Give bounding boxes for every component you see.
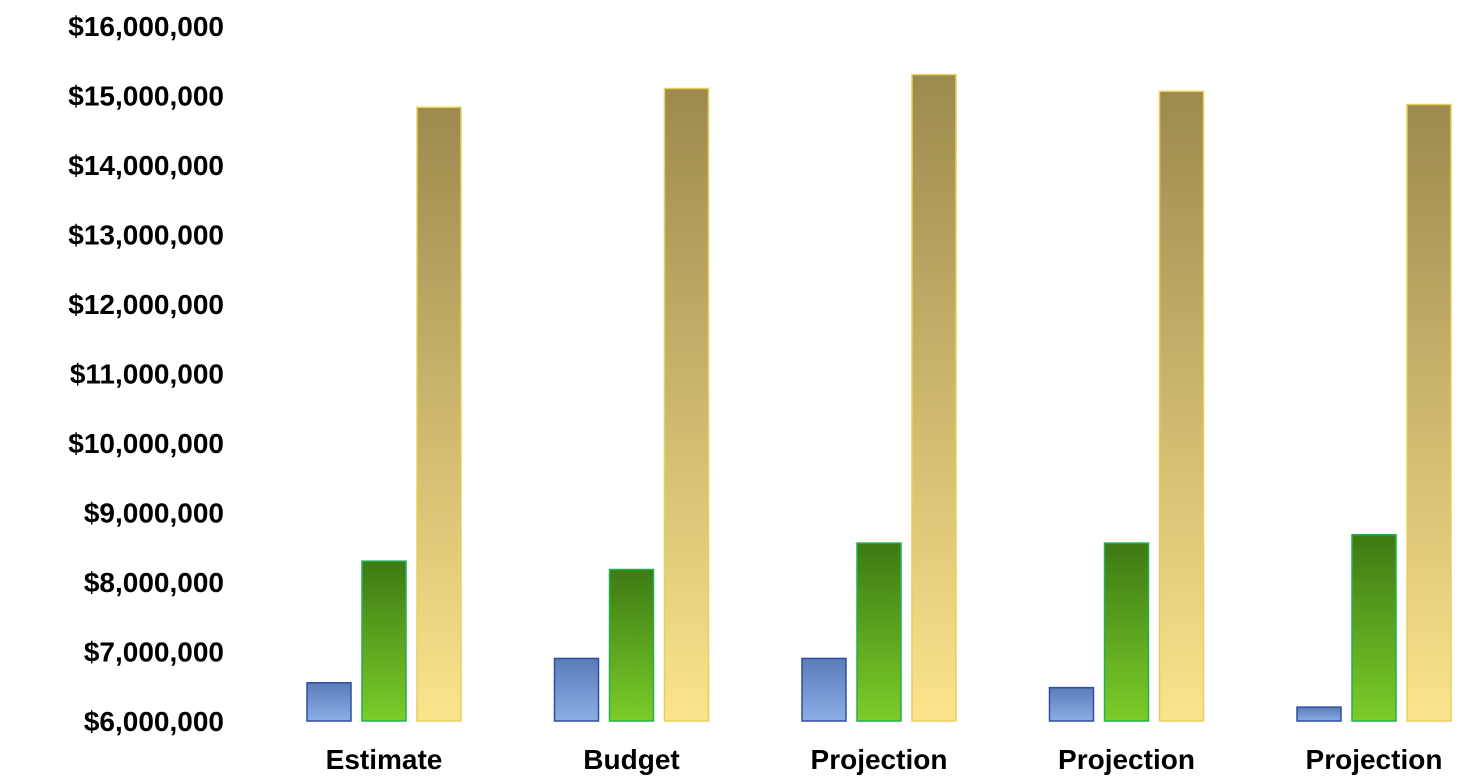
bar-series-3-4 — [1158, 90, 1205, 722]
bar-series-3-5 — [1406, 103, 1452, 722]
bar-series-2-4 — [1103, 542, 1150, 722]
y-tick-label: $8,000,000 — [84, 567, 224, 598]
y-tick-label: $13,000,000 — [68, 220, 224, 251]
y-tick-label: $7,000,000 — [84, 637, 224, 668]
bar-series-1-4 — [1048, 686, 1095, 722]
y-tick-label: $11,000,000 — [70, 359, 224, 390]
bar-series-1-2 — [553, 657, 600, 722]
bar-series-2-2 — [608, 568, 655, 722]
bar-series-3-1 — [416, 106, 462, 722]
y-axis: $16,000,000 $15,000,000 $14,000,000 $13,000… — [68, 11, 224, 737]
bar-series-3-3 — [911, 73, 957, 722]
bars — [306, 73, 1452, 722]
bar-series-2-1 — [361, 560, 407, 722]
x-category-label: Estimate — [326, 744, 443, 775]
bar-series-2-3 — [856, 542, 902, 722]
x-category-label: Projection — [1306, 744, 1443, 775]
x-category-label: Budget — [583, 744, 679, 775]
x-axis: Estimate Budget Projection Projection Projec… — [326, 744, 1443, 775]
bar-series-1-5 — [1296, 706, 1342, 722]
bar-series-1-1 — [306, 682, 352, 722]
y-tick-label: $9,000,000 — [84, 498, 224, 529]
y-tick-label: $14,000,000 — [68, 150, 224, 181]
bar-series-2-5 — [1351, 533, 1397, 722]
x-category-label: Projection — [1058, 744, 1195, 775]
bar-series-3-2 — [663, 87, 710, 722]
bar-series-1-3 — [801, 657, 847, 722]
y-tick-label: $15,000,000 — [68, 81, 224, 112]
y-tick-label: $16,000,000 — [68, 11, 224, 42]
x-category-label: Projection — [811, 744, 948, 775]
y-tick-label: $12,000,000 — [68, 289, 224, 320]
y-tick-label: $10,000,000 — [68, 428, 224, 459]
y-tick-label: $6,000,000 — [84, 706, 224, 737]
